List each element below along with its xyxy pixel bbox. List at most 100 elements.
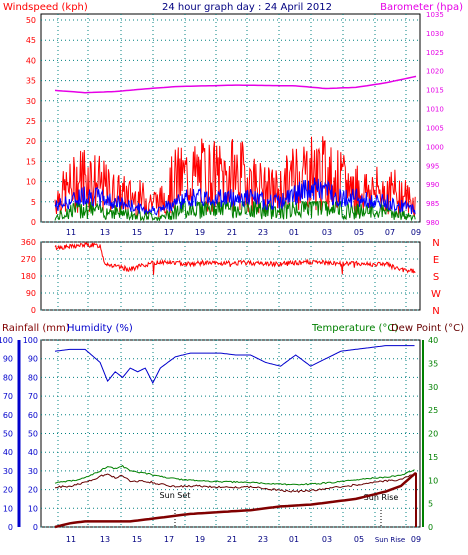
temperature-tick-label: 5 [428, 500, 433, 509]
dewpoint-axis-title: Dew Point (°C) [391, 323, 464, 334]
barometer-tick-label: 1005 [426, 124, 444, 132]
humidity-line [54, 345, 415, 385]
direction-tick-label: 180 [21, 272, 36, 281]
wind-x-tick-label: 13 [100, 228, 110, 237]
direction-tick-label: 90 [26, 289, 36, 298]
weather-x-tick-label: 17 [164, 535, 174, 544]
wind-x-tick-label: 11 [66, 228, 76, 237]
windspeed-tick-label: 10 [26, 178, 36, 187]
rainfall-axis-title: Rainfall (mm) [2, 323, 70, 334]
temperature-tick-label: 40 [428, 336, 438, 345]
temperature-tick-label: 35 [428, 359, 438, 368]
weather-x-tick-label: 15 [132, 535, 142, 544]
barometer-axis-title: Barometer (hpa) [380, 2, 463, 13]
barometer-tick-label: 1025 [426, 49, 444, 57]
windspeed-tick-label: 0 [31, 218, 36, 227]
windspeed-tick-label: 5 [31, 198, 36, 207]
temperature-tick-label: 30 [428, 383, 438, 392]
weather-x-tick-label: 19 [195, 535, 205, 544]
barometer-tick-label: 995 [426, 162, 439, 170]
barometer-tick-label: 1015 [426, 87, 444, 95]
sunrise-annotation: Sun Rise [364, 493, 399, 502]
weather-panel-frame [40, 339, 421, 528]
humidity-tick-label: 50 [28, 430, 38, 439]
windspeed-tick-label: 20 [26, 137, 36, 146]
wind-x-tick-label: 09 [411, 228, 421, 237]
temperature-line [54, 464, 415, 486]
direction-panel-frame [40, 241, 421, 311]
barometer-tick-label: 985 [426, 200, 439, 208]
wind-x-tick-label: 23 [258, 228, 268, 237]
temperature-tick-label: 15 [428, 453, 438, 462]
weather-x-tick-label: 21 [227, 535, 237, 544]
weather-x-tick-label: 11 [66, 535, 76, 544]
rainfall-tick-label: 100 [0, 336, 13, 345]
weather-x-tick-label: 23 [258, 535, 268, 544]
wind-x-tick-label: 05 [354, 228, 364, 237]
wind-x-tick-label: 19 [195, 228, 205, 237]
temperature-tick-label: 20 [428, 430, 438, 439]
windspeed-axis-title: Windspeed (kph) [3, 2, 88, 13]
compass-label: N [432, 238, 439, 249]
humidity-tick-label: 0 [33, 523, 38, 532]
rainfall-tick-label: 40 [3, 448, 13, 457]
windspeed-tick-label: 15 [26, 157, 36, 166]
humidity-tick-label: 40 [28, 448, 38, 457]
wind-direction-line [54, 241, 416, 275]
rainfall-tick-label: 80 [3, 373, 13, 382]
weather-x-tick-label: 01 [289, 535, 299, 544]
temperature-axis-title: Temperature (°C) [311, 323, 398, 334]
rainfall-tick-label: 60 [3, 411, 13, 420]
barometer-tick-label: 1010 [426, 106, 444, 114]
barometer-tick-label: 1000 [426, 143, 444, 151]
wind-x-tick-label: 17 [164, 228, 174, 237]
barometer-tick-label: 1035 [426, 11, 444, 19]
windspeed-tick-label: 25 [26, 117, 36, 126]
wind-x-tick-label: 21 [227, 228, 237, 237]
rainfall-line [54, 471, 417, 529]
rainfall-tick-label: 10 [3, 504, 13, 513]
humidity-axis-title: Humidity (%) [67, 323, 133, 334]
humidity-tick-label: 20 [28, 486, 38, 495]
humidity-tick-label: 60 [28, 411, 38, 420]
compass-label: N [432, 306, 439, 317]
direction-tick-label: 0 [31, 306, 36, 315]
windspeed-tick-label: 30 [26, 97, 36, 106]
wind-x-tick-label: 15 [132, 228, 142, 237]
barometer-line [54, 75, 417, 94]
humidity-tick-label: 30 [28, 467, 38, 476]
windspeed-tick-label: 50 [26, 16, 36, 25]
temperature-tick-label: 25 [428, 406, 438, 415]
barometer-tick-label: 990 [426, 181, 439, 189]
weather-x-tick-label: 09 [411, 535, 421, 544]
humidity-tick-label: 70 [28, 392, 38, 401]
wind-low-line [54, 199, 416, 222]
wind-x-tick-label: 01 [289, 228, 299, 237]
compass-label: E [433, 255, 439, 266]
windspeed-tick-label: 35 [26, 77, 36, 86]
barometer-tick-label: 980 [426, 219, 439, 227]
rainfall-tick-label: 0 [8, 523, 13, 532]
wind-x-tick-label: 07 [385, 228, 395, 237]
wind-average-line [54, 177, 416, 216]
wind-x-tick-label: 03 [322, 228, 332, 237]
temperature-tick-label: 0 [428, 523, 433, 532]
weather-x-tick-label: 05 [354, 535, 364, 544]
windspeed-tick-label: 40 [26, 56, 36, 65]
rainfall-tick-label: 20 [3, 486, 13, 495]
rainfall-tick-label: 30 [3, 467, 13, 476]
humidity-tick-label: 100 [23, 336, 38, 345]
compass-label: W [431, 289, 441, 300]
rainfall-tick-label: 70 [3, 392, 13, 401]
direction-tick-label: 360 [21, 238, 36, 247]
humidity-tick-label: 80 [28, 373, 38, 382]
chart-title: 24 hour graph day : 24 April 2012 [162, 2, 332, 13]
barometer-tick-label: 1030 [426, 30, 444, 38]
rainfall-tick-label: 90 [3, 355, 13, 364]
weather-x-tick-label: 13 [100, 535, 110, 544]
weather-x-tick-label: Sun Rise [375, 536, 405, 544]
temperature-tick-label: 10 [428, 476, 438, 485]
barometer-tick-label: 1020 [426, 68, 444, 76]
humidity-tick-label: 90 [28, 355, 38, 364]
